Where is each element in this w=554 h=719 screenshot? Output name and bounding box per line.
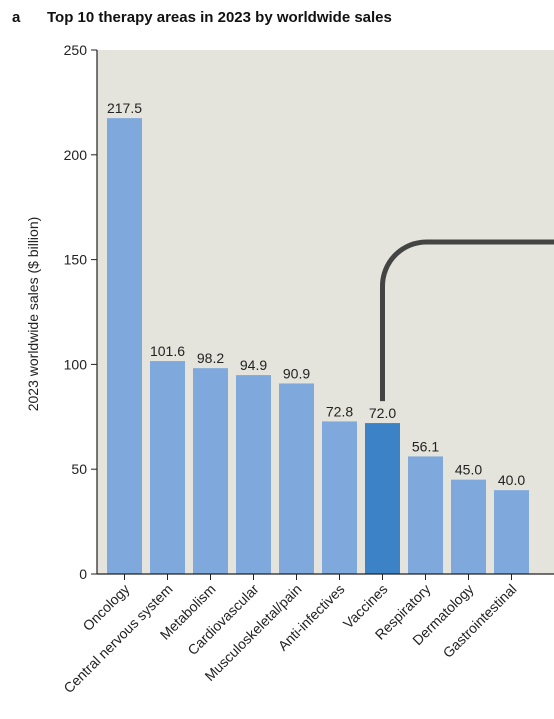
- callout-line: [380, 239, 554, 402]
- data-label: 72.8: [326, 403, 353, 419]
- data-label: 94.9: [240, 357, 267, 373]
- y-tick-label: 250: [64, 42, 88, 58]
- bar-5: [322, 421, 357, 574]
- x-tick-label: Gastrointestinal: [440, 581, 520, 661]
- bar-3: [236, 375, 271, 574]
- bar-7: [408, 456, 443, 574]
- data-label: 56.1: [412, 438, 439, 454]
- panel-letter: a: [12, 9, 21, 26]
- bar-8: [451, 479, 486, 574]
- y-tick-label: 200: [64, 147, 88, 163]
- data-label: 45.0: [455, 462, 482, 478]
- data-label: 101.6: [150, 343, 185, 359]
- bar-6: [365, 423, 400, 574]
- y-tick-label: 100: [64, 356, 88, 372]
- bar-1: [150, 361, 185, 574]
- y-tick-label: 0: [79, 566, 87, 582]
- y-tick-label: 150: [64, 252, 88, 268]
- data-label: 98.2: [197, 350, 224, 366]
- y-tick-label: 50: [71, 461, 87, 477]
- data-label: 217.5: [107, 100, 142, 116]
- bar-0: [107, 118, 142, 575]
- bar-2: [193, 368, 228, 574]
- data-label: 90.9: [283, 365, 310, 381]
- bar-4: [279, 383, 314, 574]
- data-label: 72.0: [369, 405, 396, 421]
- data-label: 40.0: [498, 472, 525, 488]
- chart-title: Top 10 therapy areas in 2023 by worldwid…: [47, 9, 392, 26]
- bar-9: [494, 490, 529, 574]
